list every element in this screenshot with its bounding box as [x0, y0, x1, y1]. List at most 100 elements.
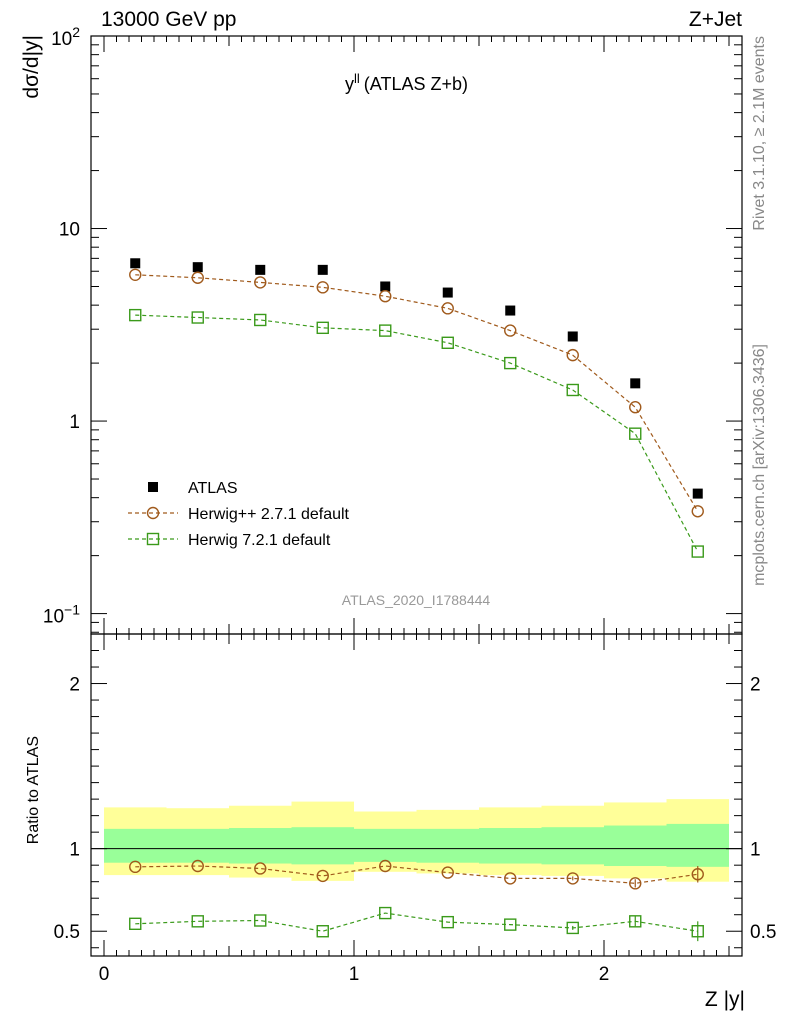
herwig7-ratio-point	[316, 925, 329, 938]
y-tick-label: 10	[59, 220, 80, 241]
inner-band-bin	[229, 828, 292, 864]
atlas-point	[630, 378, 641, 389]
ratio-panel-frame	[90, 633, 743, 957]
herwigpp-point	[566, 348, 579, 362]
herwig7-point	[691, 545, 704, 558]
herwig7-ratio-point	[379, 906, 392, 920]
y-tick-label: 10−1	[43, 602, 80, 628]
atlas-point	[255, 264, 266, 275]
herwig7-ratio-point	[129, 917, 142, 930]
inner-band-bin	[104, 828, 167, 863]
herwig7-point	[379, 324, 392, 337]
inner-band-bin	[416, 828, 479, 863]
atlas-point	[692, 488, 703, 499]
herwig7-point	[566, 383, 579, 397]
herwig7-ratio-point	[691, 925, 704, 938]
y-tick-label: 102	[51, 24, 80, 50]
plot-title-rest: (ATLAS Z+b)	[364, 74, 468, 94]
herwigpp-ratio-point	[316, 869, 329, 883]
herwigpp-ratio-line	[135, 865, 698, 884]
ratio-y-tick-label: 2	[69, 675, 80, 696]
plot-title-main: y	[345, 74, 354, 94]
plot-title: yll (ATLAS Z+b)	[345, 71, 468, 94]
atlas-point	[442, 287, 453, 298]
ratio-uncertainty-bands	[91, 799, 742, 882]
legend-label: Herwig++ 2.7.1 default	[188, 506, 350, 523]
inner-band-bin	[604, 825, 667, 867]
legend-marker	[148, 482, 158, 492]
atlas-point	[567, 331, 578, 342]
herwigpp-ratio-point	[191, 859, 204, 873]
ratio-y-tick-label-right: 2	[750, 675, 761, 696]
atlas-point	[130, 258, 141, 269]
herwig7-point	[441, 336, 454, 349]
ratio-series	[129, 859, 704, 942]
herwig7-point	[129, 308, 142, 322]
herwig7-ratio-point	[566, 921, 579, 935]
ratio-y-tick-label-right: 1	[750, 840, 761, 861]
herwigpp-point	[441, 302, 454, 315]
legend-label: ATLAS	[188, 480, 238, 497]
herwig7-point	[629, 427, 642, 440]
inner-band-bin	[541, 827, 604, 865]
header-left: 13000 GeV pp	[101, 8, 236, 31]
herwigpp-ratio-point	[254, 862, 267, 875]
herwigpp-line	[135, 274, 699, 512]
herwigpp-ratio-point	[504, 872, 517, 885]
herwigpp-point	[254, 276, 267, 289]
atlas-point	[380, 281, 391, 292]
ratio-y-tick-label: 1	[69, 840, 80, 861]
herwigpp-point	[316, 281, 329, 294]
inner-band-bin	[666, 823, 729, 867]
ratio-y-tick-label-right: 0.5	[750, 922, 776, 943]
herwig7-point	[504, 356, 517, 370]
main-series	[129, 258, 704, 558]
herwigpp-ratio-point	[566, 872, 579, 885]
analysis-label: ATLAS_2020_I1788444	[342, 592, 491, 608]
legend: ATLAS Herwig++ 2.7.1 default Herwig 7.2.1 …	[128, 480, 350, 549]
y-tick-label-base: 10	[43, 607, 64, 628]
herwigpp-ratio-point	[629, 877, 642, 890]
legend-marker	[146, 532, 160, 546]
herwigpp-ratio-point	[379, 859, 392, 873]
herwig7-ratio-point	[191, 915, 204, 928]
herwig7-point	[316, 321, 329, 335]
inner-band-bin	[291, 827, 354, 865]
y-tick-label: 1	[69, 412, 80, 433]
side-label-rivet: Rivet 3.1.10, ≥ 2.1M events	[751, 36, 768, 231]
herwigpp-point	[191, 271, 204, 284]
herwig7-line	[135, 314, 699, 552]
y-axis-label: dσ/d|y|	[20, 35, 43, 99]
inner-band-bin	[354, 828, 417, 862]
x-tick-label: 1	[349, 964, 360, 985]
herwig7-ratio-point	[441, 915, 454, 929]
herwigpp-point	[129, 268, 142, 282]
header-right: Z+Jet	[689, 8, 742, 31]
herwigpp-point	[379, 290, 392, 303]
herwig7-ratio-point	[254, 914, 267, 927]
herwigpp-ratio-point	[441, 866, 454, 879]
plot-title-sup: ll	[354, 71, 360, 86]
herwig7-ratio-line	[135, 912, 698, 932]
herwigpp-point	[504, 324, 517, 337]
inner-band-bin	[166, 828, 229, 863]
atlas-point	[192, 262, 203, 273]
ratio-y-tick-label: 0.5	[54, 922, 80, 943]
herwigpp-ratio-point	[691, 868, 704, 881]
side-label-mcplots: mcplots.cern.ch [arXiv:1306.3436]	[751, 344, 768, 586]
x-tick-label: 2	[599, 964, 610, 985]
y-tick-label-exp: −1	[64, 602, 80, 618]
herwig7-ratio-point	[629, 915, 642, 928]
legend-label: Herwig 7.2.1 default	[188, 532, 331, 549]
atlas-point	[505, 305, 516, 316]
herwig7-point	[191, 311, 204, 324]
ratio-y-axis-label: Ratio to ATLAS	[25, 736, 42, 844]
inner-band-bin	[479, 828, 542, 864]
herwigpp-ratio-point	[129, 860, 142, 874]
y-tick-label-base: 10	[51, 29, 72, 50]
atlas-point	[317, 264, 328, 275]
legend-marker	[146, 506, 160, 520]
herwigpp-point	[691, 505, 704, 518]
